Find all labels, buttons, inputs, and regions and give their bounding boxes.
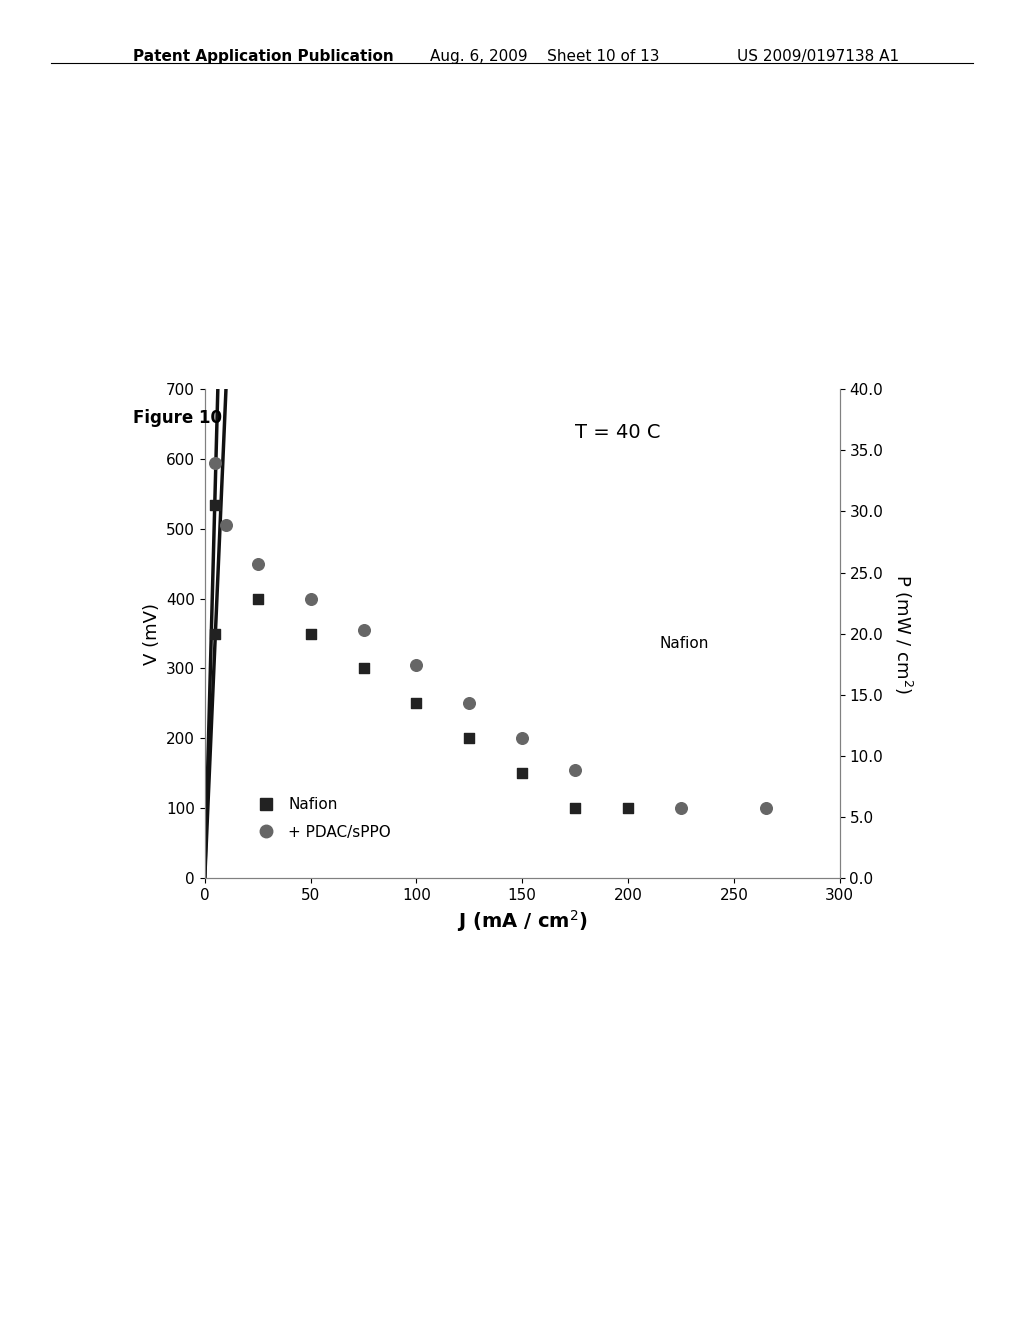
Y-axis label: V (mV): V (mV)	[142, 603, 161, 664]
Point	[567, 759, 584, 780]
Point	[758, 797, 774, 818]
Point	[250, 589, 266, 610]
Legend: Nafion, + PDAC/sPPO: Nafion, + PDAC/sPPO	[244, 791, 397, 846]
Point	[302, 623, 318, 644]
Point	[620, 797, 636, 818]
Text: US 2009/0197138 A1: US 2009/0197138 A1	[737, 49, 899, 63]
Point	[514, 727, 530, 748]
Text: Patent Application Publication: Patent Application Publication	[133, 49, 394, 63]
Y-axis label: P (mW / cm$^2$): P (mW / cm$^2$)	[892, 574, 913, 693]
Point	[409, 693, 425, 714]
Text: Nafion: Nafion	[659, 635, 710, 651]
Point	[207, 623, 223, 644]
Point	[355, 657, 372, 678]
Text: T = 40 C: T = 40 C	[575, 424, 660, 442]
Point	[355, 619, 372, 640]
Text: Aug. 6, 2009    Sheet 10 of 13: Aug. 6, 2009 Sheet 10 of 13	[430, 49, 659, 63]
Point	[207, 494, 223, 515]
Point	[461, 727, 477, 748]
Point	[673, 797, 689, 818]
Point	[409, 655, 425, 676]
Point	[514, 763, 530, 784]
X-axis label: J (mA / cm$^2$): J (mA / cm$^2$)	[457, 908, 588, 935]
Point	[461, 693, 477, 714]
Point	[302, 589, 318, 610]
Text: Figure 10: Figure 10	[133, 409, 222, 428]
Point	[250, 553, 266, 574]
Point	[218, 515, 234, 536]
Point	[207, 451, 223, 473]
Point	[567, 797, 584, 818]
